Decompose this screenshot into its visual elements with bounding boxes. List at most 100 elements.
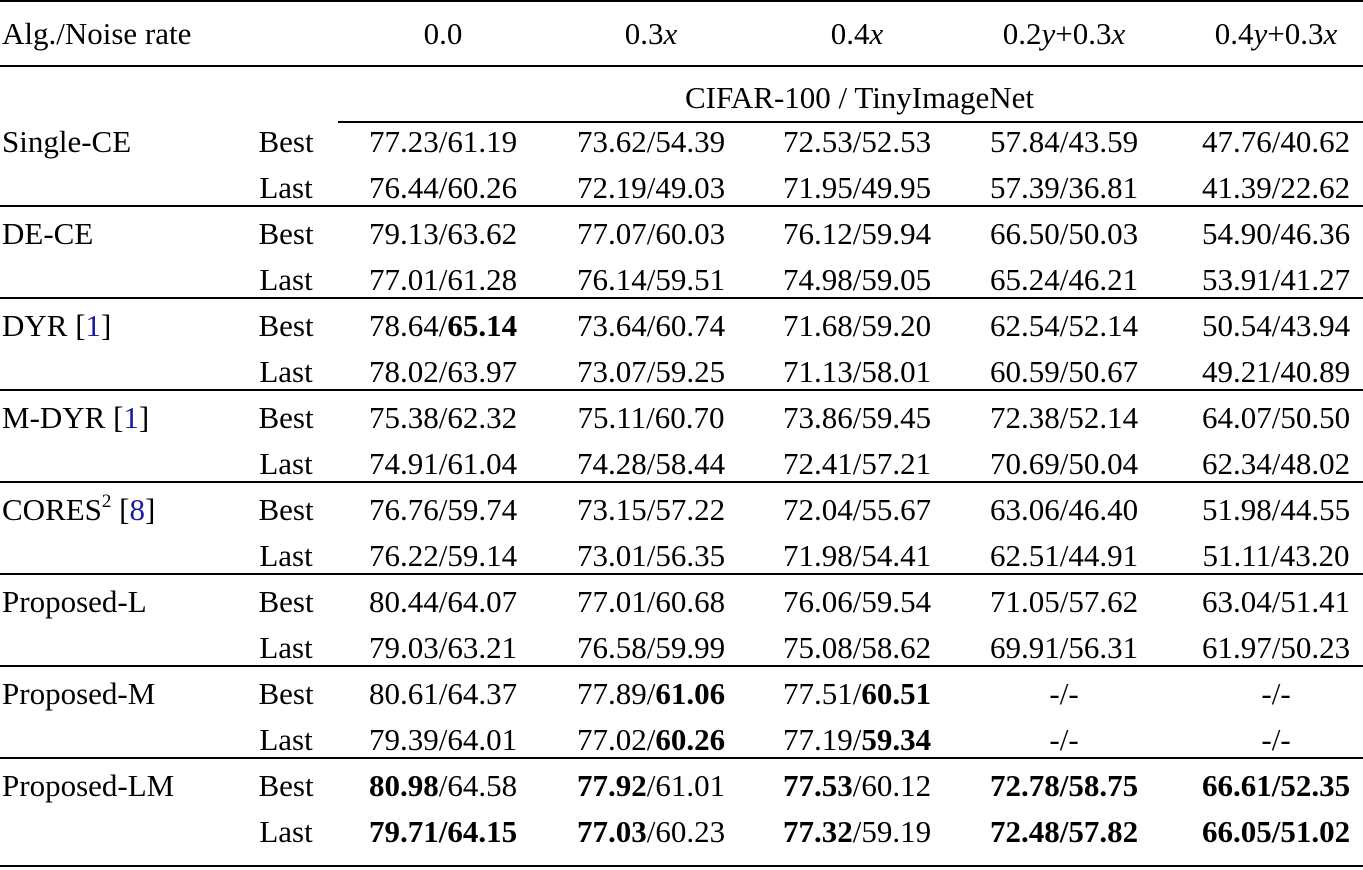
value-separator: / (646, 308, 656, 343)
cifar100-value: 72.41 (782, 446, 853, 481)
tinyimagenet-value: 56.31 (1068, 630, 1139, 665)
value-separator: / (1271, 814, 1281, 849)
header-rule (0, 65, 1363, 67)
tinyimagenet-value: 59.25 (655, 354, 726, 389)
table-cell: 77.89/61.06 (577, 676, 725, 712)
tinyimagenet-value: 50.67 (1068, 354, 1139, 389)
table-cell: 80.98/64.58 (369, 768, 517, 804)
table-cell: -/- (1049, 722, 1078, 758)
tinyimagenet-value: 36.81 (1068, 170, 1139, 205)
value-separator: / (852, 308, 862, 343)
tinyimagenet-value: 57.82 (1068, 814, 1139, 849)
bottom-rule (0, 865, 1363, 867)
row-type-label: Last (259, 354, 313, 389)
method-name-text: Proposed-LM (2, 768, 175, 803)
cifar100-value: 80.44 (368, 584, 439, 619)
value-separator: / (646, 584, 656, 619)
table-cell: 77.01/61.28 (369, 262, 517, 298)
table-cell: 76.06/59.54 (783, 584, 931, 620)
table-cell: 76.44/60.26 (369, 170, 517, 206)
table-cell: 57.84/43.59 (990, 124, 1138, 160)
cifar100-value: 60.59 (989, 354, 1060, 389)
value-separator: / (438, 676, 448, 711)
value-separator: / (646, 722, 656, 757)
tinyimagenet-value: 46.36 (1280, 216, 1351, 251)
tinyimagenet-value: 59.74 (447, 492, 518, 527)
value-separator: / (438, 630, 448, 665)
row-type-label: Best (258, 584, 314, 619)
tinyimagenet-value: 60.70 (654, 400, 725, 435)
cifar100-value: 57.39 (989, 170, 1060, 205)
value-separator: / (646, 814, 656, 849)
citation-link[interactable]: 1 (85, 308, 102, 343)
value-separator: / (852, 768, 862, 803)
group-separator (0, 481, 1363, 483)
cifar100-value: 77.02 (576, 722, 647, 757)
method-name: Proposed-LM (2, 768, 174, 804)
table-cell: 73.86/59.45 (783, 400, 931, 436)
table-cell: -/- (1261, 722, 1290, 758)
tinyimagenet-value: 44.91 (1068, 538, 1139, 573)
tinyimagenet-value: 55.67 (861, 492, 932, 527)
tinyimagenet-value: 43.59 (1068, 124, 1139, 159)
table-cell: 75.11/60.70 (578, 400, 725, 436)
tinyimagenet-value: 46.21 (1068, 262, 1139, 297)
table-cell: 66.50/50.03 (990, 216, 1138, 252)
value-separator: / (1271, 170, 1281, 205)
group-separator (0, 573, 1363, 575)
value-separator: / (1059, 262, 1069, 297)
tinyimagenet-value: - (1068, 676, 1079, 711)
value-separator: / (438, 308, 448, 343)
cifar100-value: 77.51 (782, 676, 853, 711)
value-separator: / (852, 124, 862, 159)
column-header-variable: x (1323, 16, 1338, 51)
method-name-text: Proposed-L (2, 584, 147, 619)
tinyimagenet-value: 58.62 (861, 630, 932, 665)
citation-open-bracket: [ (111, 492, 130, 527)
tinyimagenet-value: 50.50 (1280, 400, 1351, 435)
method-name: DYR [1] (2, 308, 111, 344)
table-cell: 66.05/51.02 (1202, 814, 1350, 850)
tinyimagenet-value: 44.55 (1280, 492, 1351, 527)
tinyimagenet-value: 59.14 (447, 538, 518, 573)
value-separator: / (852, 814, 862, 849)
table-cell: 72.38/52.14 (990, 400, 1138, 436)
cifar100-value: 78.64 (368, 308, 439, 343)
cifar100-value: 78.02 (368, 354, 439, 389)
column-header-variable: y (1253, 16, 1268, 51)
table-cell: 57.39/36.81 (990, 170, 1138, 206)
value-separator: / (438, 584, 448, 619)
table-cell: 71.68/59.20 (783, 308, 931, 344)
table-cell: 72.48/57.82 (990, 814, 1138, 850)
cifar100-value: 64.07 (1201, 400, 1272, 435)
value-separator: / (1059, 170, 1069, 205)
table-cell: 76.76/59.74 (369, 492, 517, 528)
tinyimagenet-value: 54.39 (655, 124, 726, 159)
cifar100-value: 79.39 (368, 722, 439, 757)
table-cell: -/- (1261, 676, 1290, 712)
value-separator: / (1059, 308, 1069, 343)
tinyimagenet-value: 56.35 (655, 538, 726, 573)
cifar100-value: - (1049, 676, 1060, 711)
table-cell: 79.03/63.21 (369, 630, 517, 666)
value-separator: / (1271, 400, 1281, 435)
table-cell: 51.98/44.55 (1202, 492, 1350, 528)
cifar100-value: 65.24 (989, 262, 1060, 297)
citation-link[interactable]: 8 (129, 492, 146, 527)
row-type-label: Last (259, 722, 313, 757)
citation-close-bracket: ] (101, 308, 112, 343)
value-separator: / (1059, 492, 1069, 527)
column-header-number: 0.4 (1214, 16, 1254, 51)
value-separator: / (1059, 814, 1069, 849)
table-cell: 73.62/54.39 (577, 124, 725, 160)
table-cell: 71.05/57.62 (990, 584, 1138, 620)
tinyimagenet-value: 59.20 (861, 308, 932, 343)
row-type-label: Best (258, 308, 314, 343)
cifar100-value: 76.44 (368, 170, 439, 205)
cifar100-value: 72.53 (782, 124, 853, 159)
cifar100-value: 74.98 (782, 262, 853, 297)
citation-link[interactable]: 1 (123, 400, 139, 435)
table-cell: 73.01/56.35 (577, 538, 725, 574)
cifar100-value: 72.78 (989, 768, 1060, 803)
table-cell: 72.78/58.75 (990, 768, 1138, 804)
